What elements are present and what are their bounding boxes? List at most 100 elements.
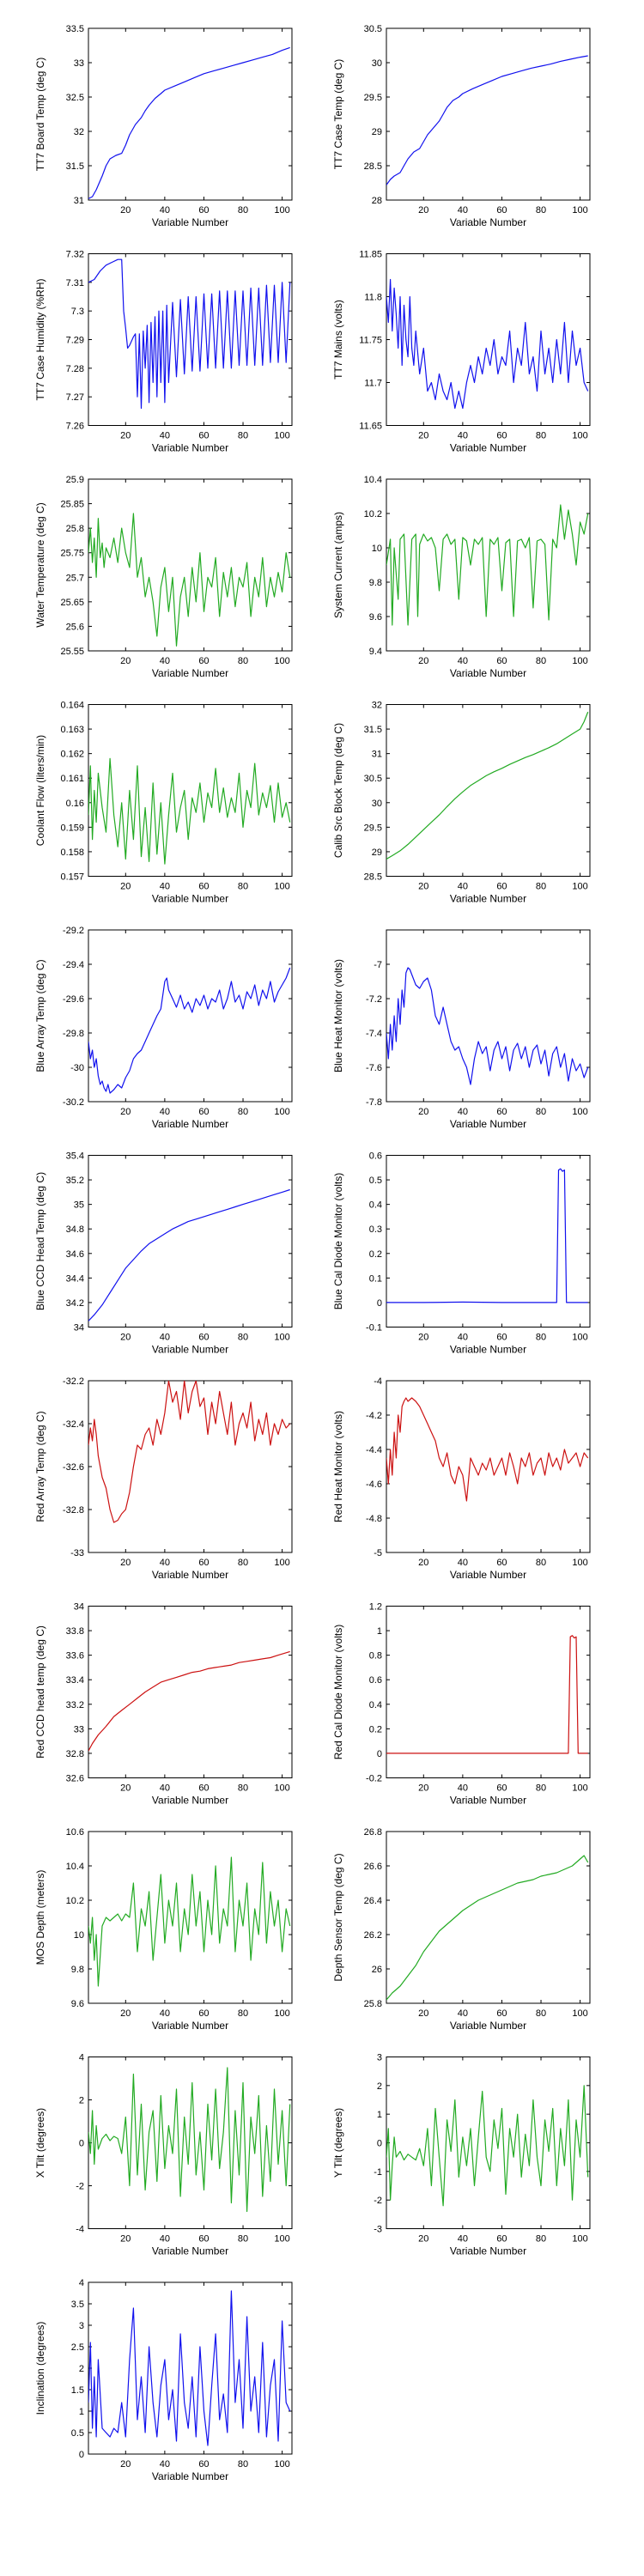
y-tick-label: 34.8 (66, 1224, 84, 1235)
series-line (386, 55, 588, 185)
x-tick-label: 60 (496, 1558, 507, 1568)
x-tick-label: 80 (238, 882, 248, 892)
x-tick-label: 100 (274, 1783, 289, 1794)
chart-panel: 20 40 60 80 100 -0.2 0 0.2 0.4 0.6 0.8 1 1.2 Variable… (332, 1602, 591, 1807)
x-tick-label: 40 (458, 205, 468, 216)
y-tick-label: 0.2 (369, 1249, 382, 1260)
y-tick-label: 2.5 (71, 2342, 84, 2353)
chart-panel: 20 40 60 80 100 25.8 26 26.2 26.4 26.6 26.8 Variabl… (332, 1827, 591, 2032)
y-tick-label: 33.8 (66, 1626, 84, 1637)
x-tick-label: 60 (198, 2008, 209, 2019)
x-tick-label: 20 (418, 2008, 428, 2019)
x-tick-label: 60 (496, 2234, 507, 2245)
x-tick-label: 80 (536, 1558, 546, 1568)
x-tick-label: 20 (418, 431, 428, 441)
y-tick-label: -30.2 (63, 1097, 84, 1108)
y-tick-label: 0.162 (60, 750, 84, 760)
y-axis-label: X Tilt (degrees) (34, 2108, 46, 2178)
x-tick-label: 100 (572, 1333, 587, 1343)
x-tick-label: 100 (572, 1783, 587, 1794)
x-tick-label: 100 (572, 2234, 587, 2245)
y-tick-label: 29 (372, 127, 382, 137)
y-tick-label: -7.8 (366, 1097, 382, 1108)
x-tick-label: 60 (198, 882, 209, 892)
x-tick-label: 20 (120, 2008, 131, 2019)
y-tick-label: -4 (76, 2225, 84, 2235)
y-axis-label: Y Tilt (degrees) (332, 2108, 344, 2178)
y-tick-label: 9.8 (71, 1965, 84, 1975)
x-tick-label: 80 (238, 431, 248, 441)
y-tick-label: 26.2 (364, 1930, 382, 1941)
y-tick-label: 10.6 (66, 1827, 84, 1838)
plot-frame (88, 478, 293, 652)
x-tick-label: 40 (160, 205, 170, 216)
series-line (88, 1188, 290, 1321)
y-tick-label: -4.2 (366, 1411, 382, 1421)
x-axis-label: Variable Number (152, 216, 228, 228)
y-tick-label: 33.5 (66, 24, 84, 34)
x-tick-label: 80 (238, 656, 248, 666)
y-tick-label: 0.161 (60, 774, 84, 784)
x-tick-label: 60 (198, 1333, 209, 1343)
y-tick-label: -2 (374, 2196, 382, 2206)
y-tick-label: 7.28 (66, 364, 84, 374)
x-tick-label: 40 (160, 1783, 170, 1794)
y-tick-label: -4 (374, 1376, 382, 1387)
x-tick-label: 40 (458, 1107, 468, 1117)
y-tick-label: 32.5 (66, 93, 84, 103)
y-tick-label: -0.2 (366, 1774, 382, 1784)
y-tick-label: 0.159 (60, 823, 84, 833)
x-tick-label: 60 (198, 2234, 209, 2245)
x-tick-label: 80 (536, 205, 546, 216)
y-tick-label: 25.85 (60, 500, 84, 510)
series-line (386, 278, 589, 410)
x-tick-label: 40 (160, 656, 170, 666)
series-line (386, 1635, 588, 1754)
x-axis-label: Variable Number (152, 1795, 228, 1807)
x-tick-label: 100 (572, 2008, 587, 2019)
y-axis-label: TT7 Mains (volts) (332, 300, 344, 380)
x-tick-label: 80 (238, 1783, 248, 1794)
y-tick-label: 26 (372, 1965, 382, 1975)
y-tick-label: 11.75 (359, 336, 382, 346)
x-tick-label: 80 (536, 882, 546, 892)
chart-panel: 20 40 60 80 100 -7.8 -7.6 -7.4 -7.2 -7 Variable Nu… (332, 929, 591, 1130)
series-line (88, 258, 291, 410)
x-tick-label: 60 (198, 1107, 209, 1117)
x-tick-label: 40 (458, 1558, 468, 1568)
x-axis-label: Variable Number (152, 2245, 228, 2257)
y-tick-label: 11.65 (359, 422, 382, 432)
chart-panel: 20 40 60 80 100 11.65 11.7 11.75 11.8 11.85 Variab… (332, 250, 591, 454)
chart-panel: 20 40 60 80 100 0 0.5 1 1.5 2 2.5 3 3.5 4 Variable Num… (34, 2278, 293, 2482)
y-tick-label: 25.6 (66, 622, 84, 632)
series-line (88, 1381, 291, 1523)
x-tick-label: 100 (274, 882, 289, 892)
y-tick-label: 33.4 (66, 1675, 84, 1686)
y-tick-label: 25.7 (66, 573, 84, 583)
x-axis-label: Variable Number (450, 442, 526, 454)
y-tick-label: 1 (79, 2407, 84, 2417)
x-tick-label: 60 (198, 1558, 209, 1568)
x-tick-label: 40 (458, 1783, 468, 1794)
series-line (88, 1650, 290, 1752)
chart-panel: 20 40 60 80 100 -4 -2 0 2 4 Variable Number X Tilt … (34, 2053, 293, 2257)
y-axis-label: Blue Cal Diode Monitor (volts) (332, 1173, 344, 1309)
y-tick-label: 31.5 (364, 725, 382, 735)
x-tick-label: 40 (160, 2459, 170, 2470)
y-tick-label: 32.6 (66, 1774, 84, 1784)
y-tick-label: 7.26 (66, 422, 84, 432)
y-tick-label: 25.9 (66, 475, 84, 485)
x-tick-label: 20 (418, 205, 428, 216)
y-tick-label: 0.16 (66, 799, 84, 809)
x-tick-label: 80 (238, 1333, 248, 1343)
chart-panel: 20 40 60 80 100 9.6 9.8 10 10.2 10.4 10.6 Variable … (34, 1827, 293, 2032)
y-tick-label: 7.29 (66, 336, 84, 346)
plot-frame (88, 1380, 293, 1553)
y-axis-label: Calib Src Block Temp (deg C) (332, 723, 344, 858)
x-tick-label: 40 (458, 2008, 468, 2019)
chart-panel: 20 40 60 80 100 32.6 32.8 33 33.2 33.4 33.6 33.8 34 V… (34, 1602, 293, 1807)
y-tick-label: -4.4 (366, 1445, 382, 1455)
y-tick-label: 28.5 (364, 161, 382, 172)
y-tick-label: 26.4 (364, 1896, 382, 1906)
x-axis-label: Variable Number (152, 2020, 228, 2032)
